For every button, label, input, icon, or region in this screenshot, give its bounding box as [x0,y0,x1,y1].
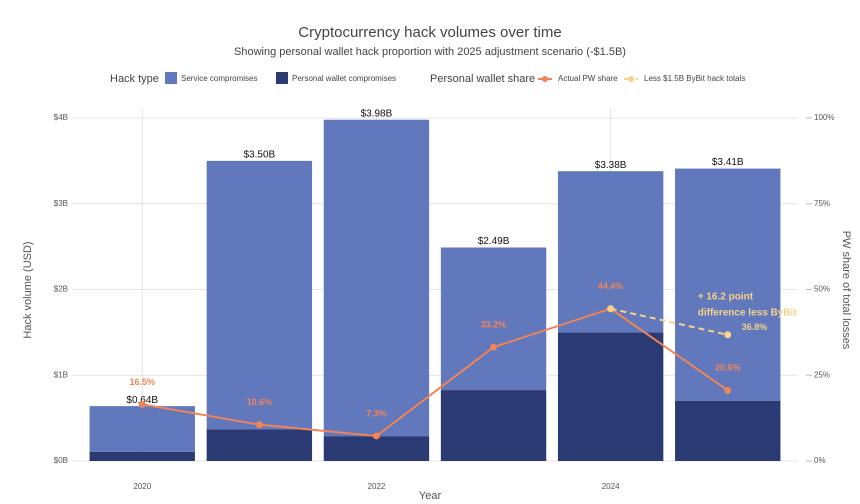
total-label: $3.98B [361,108,393,119]
bar-segment [89,451,195,461]
data-label: 7.3% [366,408,387,418]
line [142,307,729,437]
total-label: $3.50B [244,150,276,161]
bar-segment [440,247,547,391]
total-label: $3.41B [712,157,744,168]
annotation: + 16.2 point [698,291,754,302]
y2-tick-label: 25% [814,370,830,379]
point [724,331,732,339]
bar-segment [206,429,313,461]
legend-label: Less $1.5B ByBit hack totals [644,74,745,83]
data-label: 33.2% [481,319,507,329]
legend-label: Service compromises [181,74,257,83]
bar-segment [675,400,781,461]
legend-point [628,76,634,82]
data-label: 10.6% [247,397,273,407]
y-tick-label: $1B [54,370,68,379]
bar-segment [557,332,664,461]
point [255,421,263,429]
point [138,400,146,408]
bar-segment [206,160,313,430]
y2-tick-label: 100% [814,113,834,122]
bar-segment [440,390,547,461]
legend-label: Actual PW share [558,74,618,83]
point [372,432,380,440]
total-label: $3.38B [595,160,627,171]
y2-tick-label: 50% [814,285,830,294]
x-tick-label: 2024 [602,482,620,491]
point [724,386,732,394]
bar-segment [323,436,430,461]
y2-tick-label: 75% [814,199,830,208]
total-label: $0.64B [126,395,158,406]
x-axis-label: Year [419,490,442,502]
chart-title: Cryptocurrency hack volumes over time [298,24,561,41]
data-label: 16.5% [129,377,155,387]
data-label: 36.8% [742,322,768,332]
annotation: difference less ByBit [698,307,798,318]
bar-segment [675,168,781,401]
legend-point [542,76,548,82]
data-label: 44.4% [598,281,624,291]
legend-title: Personal wallet share [430,73,535,85]
y-tick-label: $0B [54,456,68,465]
bar-segment [89,406,195,452]
y-tick-label: $2B [54,285,68,294]
legend-title: Hack type [110,73,159,85]
bar-segment [323,119,430,437]
x-tick-label: 2020 [133,482,151,491]
chart-subtitle: Showing personal wallet hack proportion … [234,46,626,58]
legend-label: Personal wallet compromises [292,74,396,83]
y2-tick-label: 0% [814,456,826,465]
y-axis-label: Hack volume (USD) [22,241,34,338]
point [607,305,615,313]
data-label: 20.6% [715,363,741,373]
legend-swatch [276,72,288,84]
total-label: $2.49B [478,236,510,247]
y-tick-label: $3B [54,199,68,208]
y2-axis-label: PW share of total losses [840,231,852,350]
legend-swatch [165,72,177,84]
x-tick-label: 2022 [368,482,386,491]
point [490,343,498,351]
y-tick-label: $4B [54,113,68,122]
